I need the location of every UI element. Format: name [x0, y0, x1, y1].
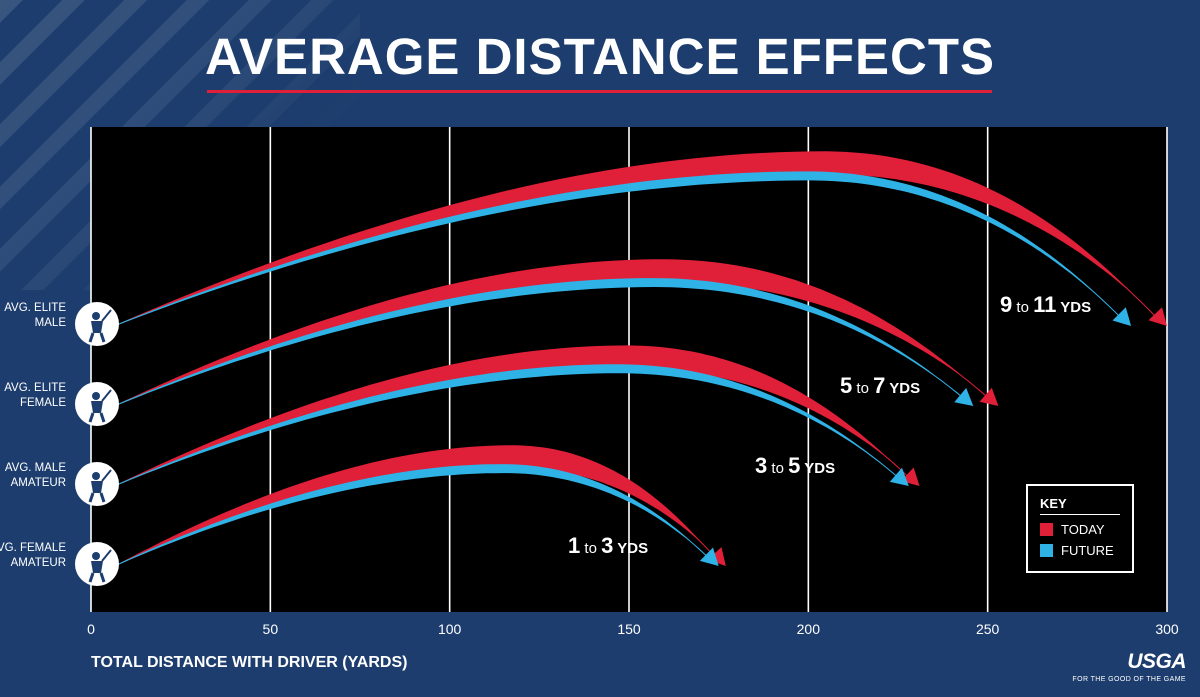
today-trajectory-arrowhead [979, 387, 999, 406]
trajectory-group: AVG. MALE AMATEUR [5, 345, 920, 506]
title-underline [207, 90, 992, 93]
golfer-leg [99, 412, 106, 423]
category-label: AMATEUR [11, 557, 66, 569]
distance-gain-label: 3 to 5 YDS [755, 453, 835, 478]
golfer-leg [88, 332, 95, 343]
today-trajectory-arrowhead [707, 547, 726, 566]
category-label: AMATEUR [11, 477, 66, 489]
golf-club [101, 469, 112, 482]
golfer-leg [99, 332, 106, 343]
today-trajectory [118, 259, 989, 405]
legend-label-today: TODAY [1061, 522, 1105, 537]
legend-box: KEY TODAY FUTURE [1026, 484, 1134, 573]
legend-title: KEY [1040, 496, 1067, 511]
today-swatch [1040, 523, 1053, 536]
golfer-body [91, 561, 103, 573]
distance-gain-label: 1 to 3 YDS [568, 533, 648, 558]
trajectory-group: AVG. ELITE MALE [4, 151, 1167, 346]
category-label: FEMALE [20, 397, 66, 409]
x-tick-label: 0 [87, 621, 95, 637]
golfer-head [92, 552, 100, 560]
x-tick-label: 300 [1155, 621, 1179, 637]
future-trajectory-arrowhead [889, 467, 909, 486]
usga-tagline: FOR THE GOOD OF THE GAME [1072, 676, 1186, 683]
golf-club [101, 309, 112, 322]
legend-label-future: FUTURE [1061, 543, 1114, 558]
golf-club [101, 389, 112, 402]
golfer-body [91, 401, 103, 413]
x-tick-label: 50 [263, 621, 279, 637]
golfer-body [91, 321, 103, 333]
x-tick-label: 150 [617, 621, 641, 637]
chart-title: AVERAGE DISTANCE EFFECTS [205, 28, 995, 85]
x-tick-label: 200 [797, 621, 821, 637]
future-trajectory [118, 278, 964, 405]
category-label: AVG. MALE [5, 462, 66, 474]
distance-gain-label: 5 to 7 YDS [840, 373, 920, 398]
golfer-head [92, 472, 100, 480]
trajectory-group: AVG. FEMALE AMATEUR [0, 445, 726, 586]
usga-brand: USGA FOR THE GOOD OF THE GAME [1072, 650, 1186, 683]
golfer-head [92, 312, 100, 320]
x-tick-label: 250 [976, 621, 1000, 637]
future-trajectory-arrowhead [699, 547, 719, 566]
usga-logo: USGA [1127, 650, 1186, 673]
category-label: AVG. FEMALE [0, 542, 66, 554]
future-trajectory-arrowhead [954, 387, 974, 406]
legend-item-future: FUTURE [1040, 543, 1114, 558]
today-trajectory-arrowhead [1148, 307, 1167, 326]
golf-club [101, 549, 112, 562]
future-trajectory-arrowhead [1112, 307, 1132, 326]
future-trajectory [118, 364, 900, 485]
legend-divider [1040, 514, 1120, 515]
category-label: MALE [35, 317, 67, 329]
golfer-leg [99, 572, 106, 583]
category-label: AVG. ELITE [4, 382, 66, 394]
x-tick-label: 100 [438, 621, 462, 637]
golfer-leg [88, 572, 95, 583]
golfer-leg [88, 412, 95, 423]
golfer-head [92, 392, 100, 400]
today-trajectory [118, 445, 717, 565]
golfer-leg [88, 492, 95, 503]
x-axis-title: TOTAL DISTANCE WITH DRIVER (YARDS) [91, 654, 407, 671]
category-label: AVG. ELITE [4, 302, 66, 314]
distance-gain-label: 9 to 11 YDS [1000, 292, 1091, 317]
future-swatch [1040, 544, 1053, 557]
trajectory-group: AVG. ELITE FEMALE [4, 259, 999, 426]
golfer-leg [99, 492, 106, 503]
legend-item-today: TODAY [1040, 522, 1105, 537]
golfer-body [91, 481, 103, 493]
